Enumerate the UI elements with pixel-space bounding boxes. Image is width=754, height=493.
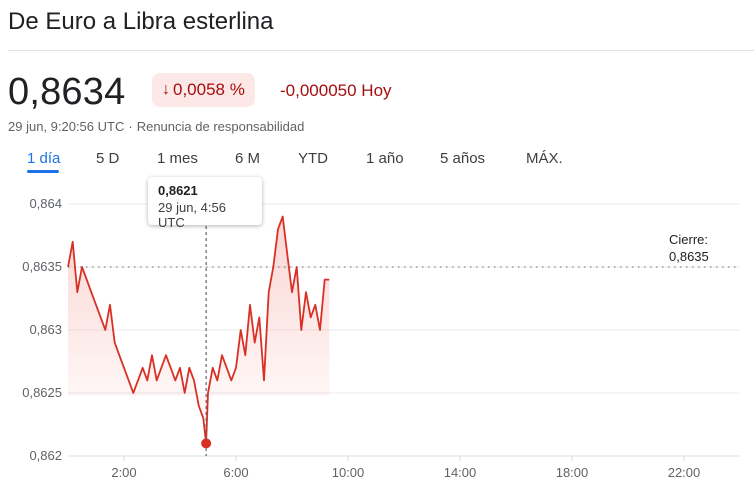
series-area bbox=[68, 216, 330, 444]
series-line bbox=[67, 215, 330, 445]
tab-5-years[interactable]: 5 años bbox=[440, 150, 486, 167]
hover-cursor bbox=[201, 226, 212, 456]
tooltip-value: 0,8621 bbox=[158, 183, 198, 198]
selected-tab-underline bbox=[27, 170, 59, 173]
arrow-down-icon: ↓ bbox=[162, 81, 170, 98]
y-tick-label: 0,8625 bbox=[22, 385, 62, 400]
close-value: 0,8635 bbox=[669, 249, 709, 264]
pct-change-badge: ↓ 0,0058 % bbox=[152, 73, 255, 107]
tab-1-year[interactable]: 1 año bbox=[366, 150, 404, 167]
tab-max[interactable]: MÁX. bbox=[526, 150, 563, 167]
header-divider bbox=[8, 50, 754, 51]
chart-series-line bbox=[67, 215, 330, 445]
chart-area-fill bbox=[68, 216, 330, 444]
close-label: Cierre: bbox=[669, 232, 709, 247]
price-timestamp: 29 jun, 9:20:56 UTC bbox=[8, 119, 125, 134]
x-tick-label: 2:00 bbox=[111, 465, 136, 480]
y-tick-label: 0,8635 bbox=[22, 259, 62, 274]
y-axis-ticks: 0,862 0,8625 0,863 0,8635 0,864 bbox=[22, 196, 62, 463]
x-tick-label: 10:00 bbox=[332, 465, 365, 480]
previous-close-label: Cierre: 0,8635 bbox=[669, 231, 709, 265]
x-tick-label: 14:00 bbox=[444, 465, 477, 480]
tab-5-days[interactable]: 5 D bbox=[96, 150, 120, 167]
page-title: De Euro a Libra esterlina bbox=[8, 8, 274, 35]
tab-6-months[interactable]: 6 M bbox=[235, 150, 261, 167]
x-tick-label: 22:00 bbox=[668, 465, 701, 480]
hover-tooltip: 0,8621 29 jun, 4:56 UTC bbox=[148, 177, 262, 230]
x-axis-ticks: 2:00 6:00 10:00 14:00 18:00 22:00 bbox=[111, 456, 700, 480]
x-tick-label: 6:00 bbox=[223, 465, 248, 480]
abs-change: -0,000050 Hoy bbox=[280, 81, 392, 100]
y-tick-label: 0,864 bbox=[29, 196, 62, 211]
y-tick-label: 0,863 bbox=[29, 322, 62, 337]
separator: · bbox=[128, 119, 133, 134]
tab-ytd[interactable]: YTD bbox=[298, 150, 328, 167]
price-timestamp-line: 29 jun, 9:20:56 UTC · Renuncia de responsa… bbox=[8, 119, 304, 134]
y-tick-label: 0,862 bbox=[29, 448, 62, 463]
disclaimer-link[interactable]: Renuncia de responsabilidad bbox=[136, 119, 305, 134]
tab-1-month[interactable]: 1 mes bbox=[157, 150, 198, 167]
current-price: 0,8634 bbox=[8, 71, 126, 113]
highlight-point bbox=[201, 438, 212, 449]
x-tick-label: 18:00 bbox=[556, 465, 589, 480]
tooltip-time: 29 jun, 4:56 UTC bbox=[158, 200, 226, 230]
tab-1-day[interactable]: 1 día bbox=[27, 150, 61, 167]
chart-grid bbox=[68, 203, 740, 457]
pct-change-value: 0,0058 % bbox=[173, 80, 245, 99]
